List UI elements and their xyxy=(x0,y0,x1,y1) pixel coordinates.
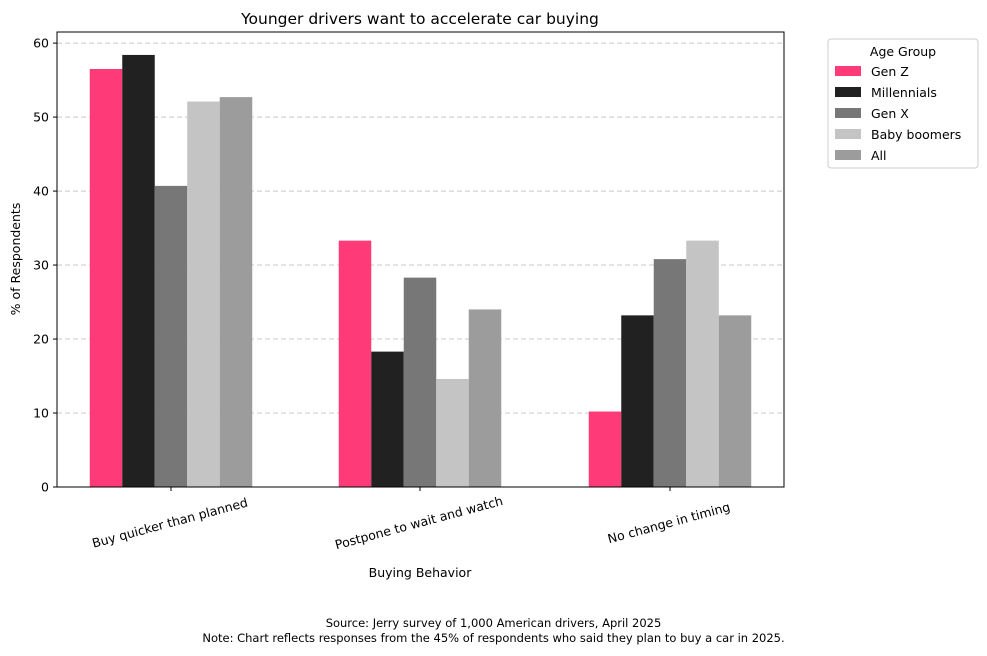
legend-swatch xyxy=(835,108,861,118)
bar xyxy=(653,259,687,487)
bar xyxy=(89,68,123,487)
bar xyxy=(219,97,253,488)
legend-entry-label: Millennials xyxy=(871,85,937,100)
bar xyxy=(371,351,404,487)
y-tick-label: 20 xyxy=(33,332,49,347)
legend-swatch xyxy=(835,129,861,139)
legend-entry-label: Gen X xyxy=(871,106,909,121)
bar xyxy=(187,101,220,488)
y-axis: 0 10 20 30 40 50 60 xyxy=(33,36,57,495)
y-tick-label: 60 xyxy=(33,36,49,51)
bar xyxy=(621,315,654,487)
y-axis-label: % of Respondents xyxy=(8,203,23,316)
legend-swatch xyxy=(835,150,861,160)
legend-title: Age Group xyxy=(870,44,936,59)
y-tick-label: 10 xyxy=(33,406,49,421)
footnote: Note: Chart reflects responses from the … xyxy=(202,631,785,645)
legend-entry-label: Baby boomers xyxy=(871,127,961,142)
legend-frame xyxy=(827,38,979,169)
bar xyxy=(154,185,188,488)
bar xyxy=(338,240,372,487)
y-tick-label: 0 xyxy=(41,480,49,495)
bar xyxy=(718,315,752,487)
bar xyxy=(588,411,622,487)
chart-title: Younger drivers want to accelerate car b… xyxy=(240,10,599,28)
bar xyxy=(436,378,469,487)
legend-swatch xyxy=(835,66,861,76)
bar xyxy=(468,309,502,487)
legend-entry-label: Gen Z xyxy=(871,64,909,79)
bar xyxy=(122,54,155,487)
bar xyxy=(403,277,437,487)
y-tick-label: 40 xyxy=(33,184,49,199)
x-axis-label: Buying Behavior xyxy=(369,565,473,580)
bar xyxy=(686,240,719,487)
source-note: Source: Jerry survey of 1,000 American d… xyxy=(325,616,662,630)
legend-swatch xyxy=(835,87,861,97)
y-tick-label: 30 xyxy=(33,258,49,273)
bars xyxy=(89,54,752,488)
legend-entry-label: All xyxy=(871,148,887,163)
legend: Age Group Gen Z Millennials Gen X Baby boom… xyxy=(827,38,979,169)
y-tick-label: 50 xyxy=(33,110,49,125)
